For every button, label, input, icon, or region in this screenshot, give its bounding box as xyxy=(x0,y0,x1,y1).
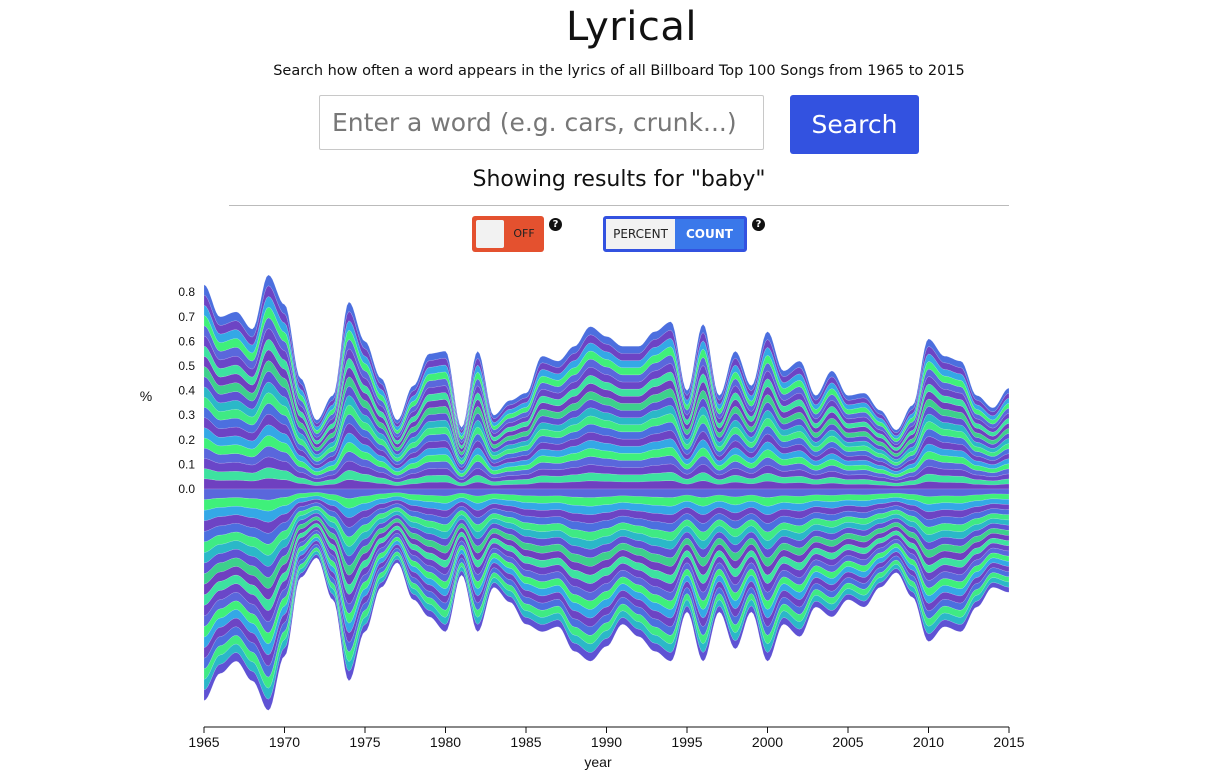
x-tick-label: 1965 xyxy=(188,734,219,750)
stream-layer-lower-20 xyxy=(203,554,1010,711)
y-axis: 0.0 0.1 0.2 0.3 0.4 0.5 0.6 0.7 0.8 xyxy=(178,285,195,496)
app-title: Lyrical xyxy=(566,4,697,50)
help-icon-mode[interactable]: ? xyxy=(752,218,765,231)
x-tick-label: 2000 xyxy=(752,734,783,750)
results-heading: Showing results for "baby" xyxy=(472,167,766,192)
help-icon-toggle[interactable]: ? xyxy=(549,218,562,231)
x-axis-label: year xyxy=(584,754,612,770)
search-button[interactable]: Search xyxy=(790,95,919,154)
y-tick-label: 0.6 xyxy=(178,334,195,348)
y-tick-label: 0.3 xyxy=(178,408,195,422)
toggle-label: OFF xyxy=(513,227,535,240)
x-tick-label: 1970 xyxy=(269,734,300,750)
y-tick-label: 0.1 xyxy=(178,457,195,471)
y-tick-label: 0.7 xyxy=(178,310,195,324)
y-tick-label: 0.8 xyxy=(178,285,195,299)
x-tick-label: 2010 xyxy=(913,734,944,750)
toggle-switch[interactable]: OFF xyxy=(472,216,544,252)
app-subtitle: Search how often a word appears in the l… xyxy=(273,63,965,79)
x-axis: 1965 1970 1975 1980 1985 1990 1995 2000 2005 2010… xyxy=(188,727,1025,750)
y-axis-label: % xyxy=(140,388,152,404)
x-tick-label: 2015 xyxy=(993,734,1024,750)
divider xyxy=(229,205,1009,206)
y-tick-label: 0.0 xyxy=(178,482,195,496)
stream-layers xyxy=(203,274,1010,711)
stream-layer-upper-20 xyxy=(203,274,1010,434)
y-tick-label: 0.5 xyxy=(178,359,195,373)
mode-selector[interactable]: PERCENT COUNT xyxy=(603,216,747,252)
toggle-knob[interactable] xyxy=(476,220,504,248)
mode-count-button[interactable]: COUNT xyxy=(675,219,744,249)
mode-percent-button[interactable]: PERCENT xyxy=(606,219,675,249)
y-tick-label: 0.2 xyxy=(178,433,195,447)
x-tick-label: 1985 xyxy=(510,734,541,750)
stream-layer-lower-4 xyxy=(203,499,1010,534)
x-tick-label: 1995 xyxy=(671,734,702,750)
x-tick-label: 1980 xyxy=(430,734,461,750)
x-tick-label: 1990 xyxy=(591,734,622,750)
x-tick-label: 2005 xyxy=(832,734,863,750)
y-tick-label: 0.4 xyxy=(178,384,195,398)
x-tick-label: 1975 xyxy=(349,734,380,750)
search-input[interactable] xyxy=(319,95,764,150)
